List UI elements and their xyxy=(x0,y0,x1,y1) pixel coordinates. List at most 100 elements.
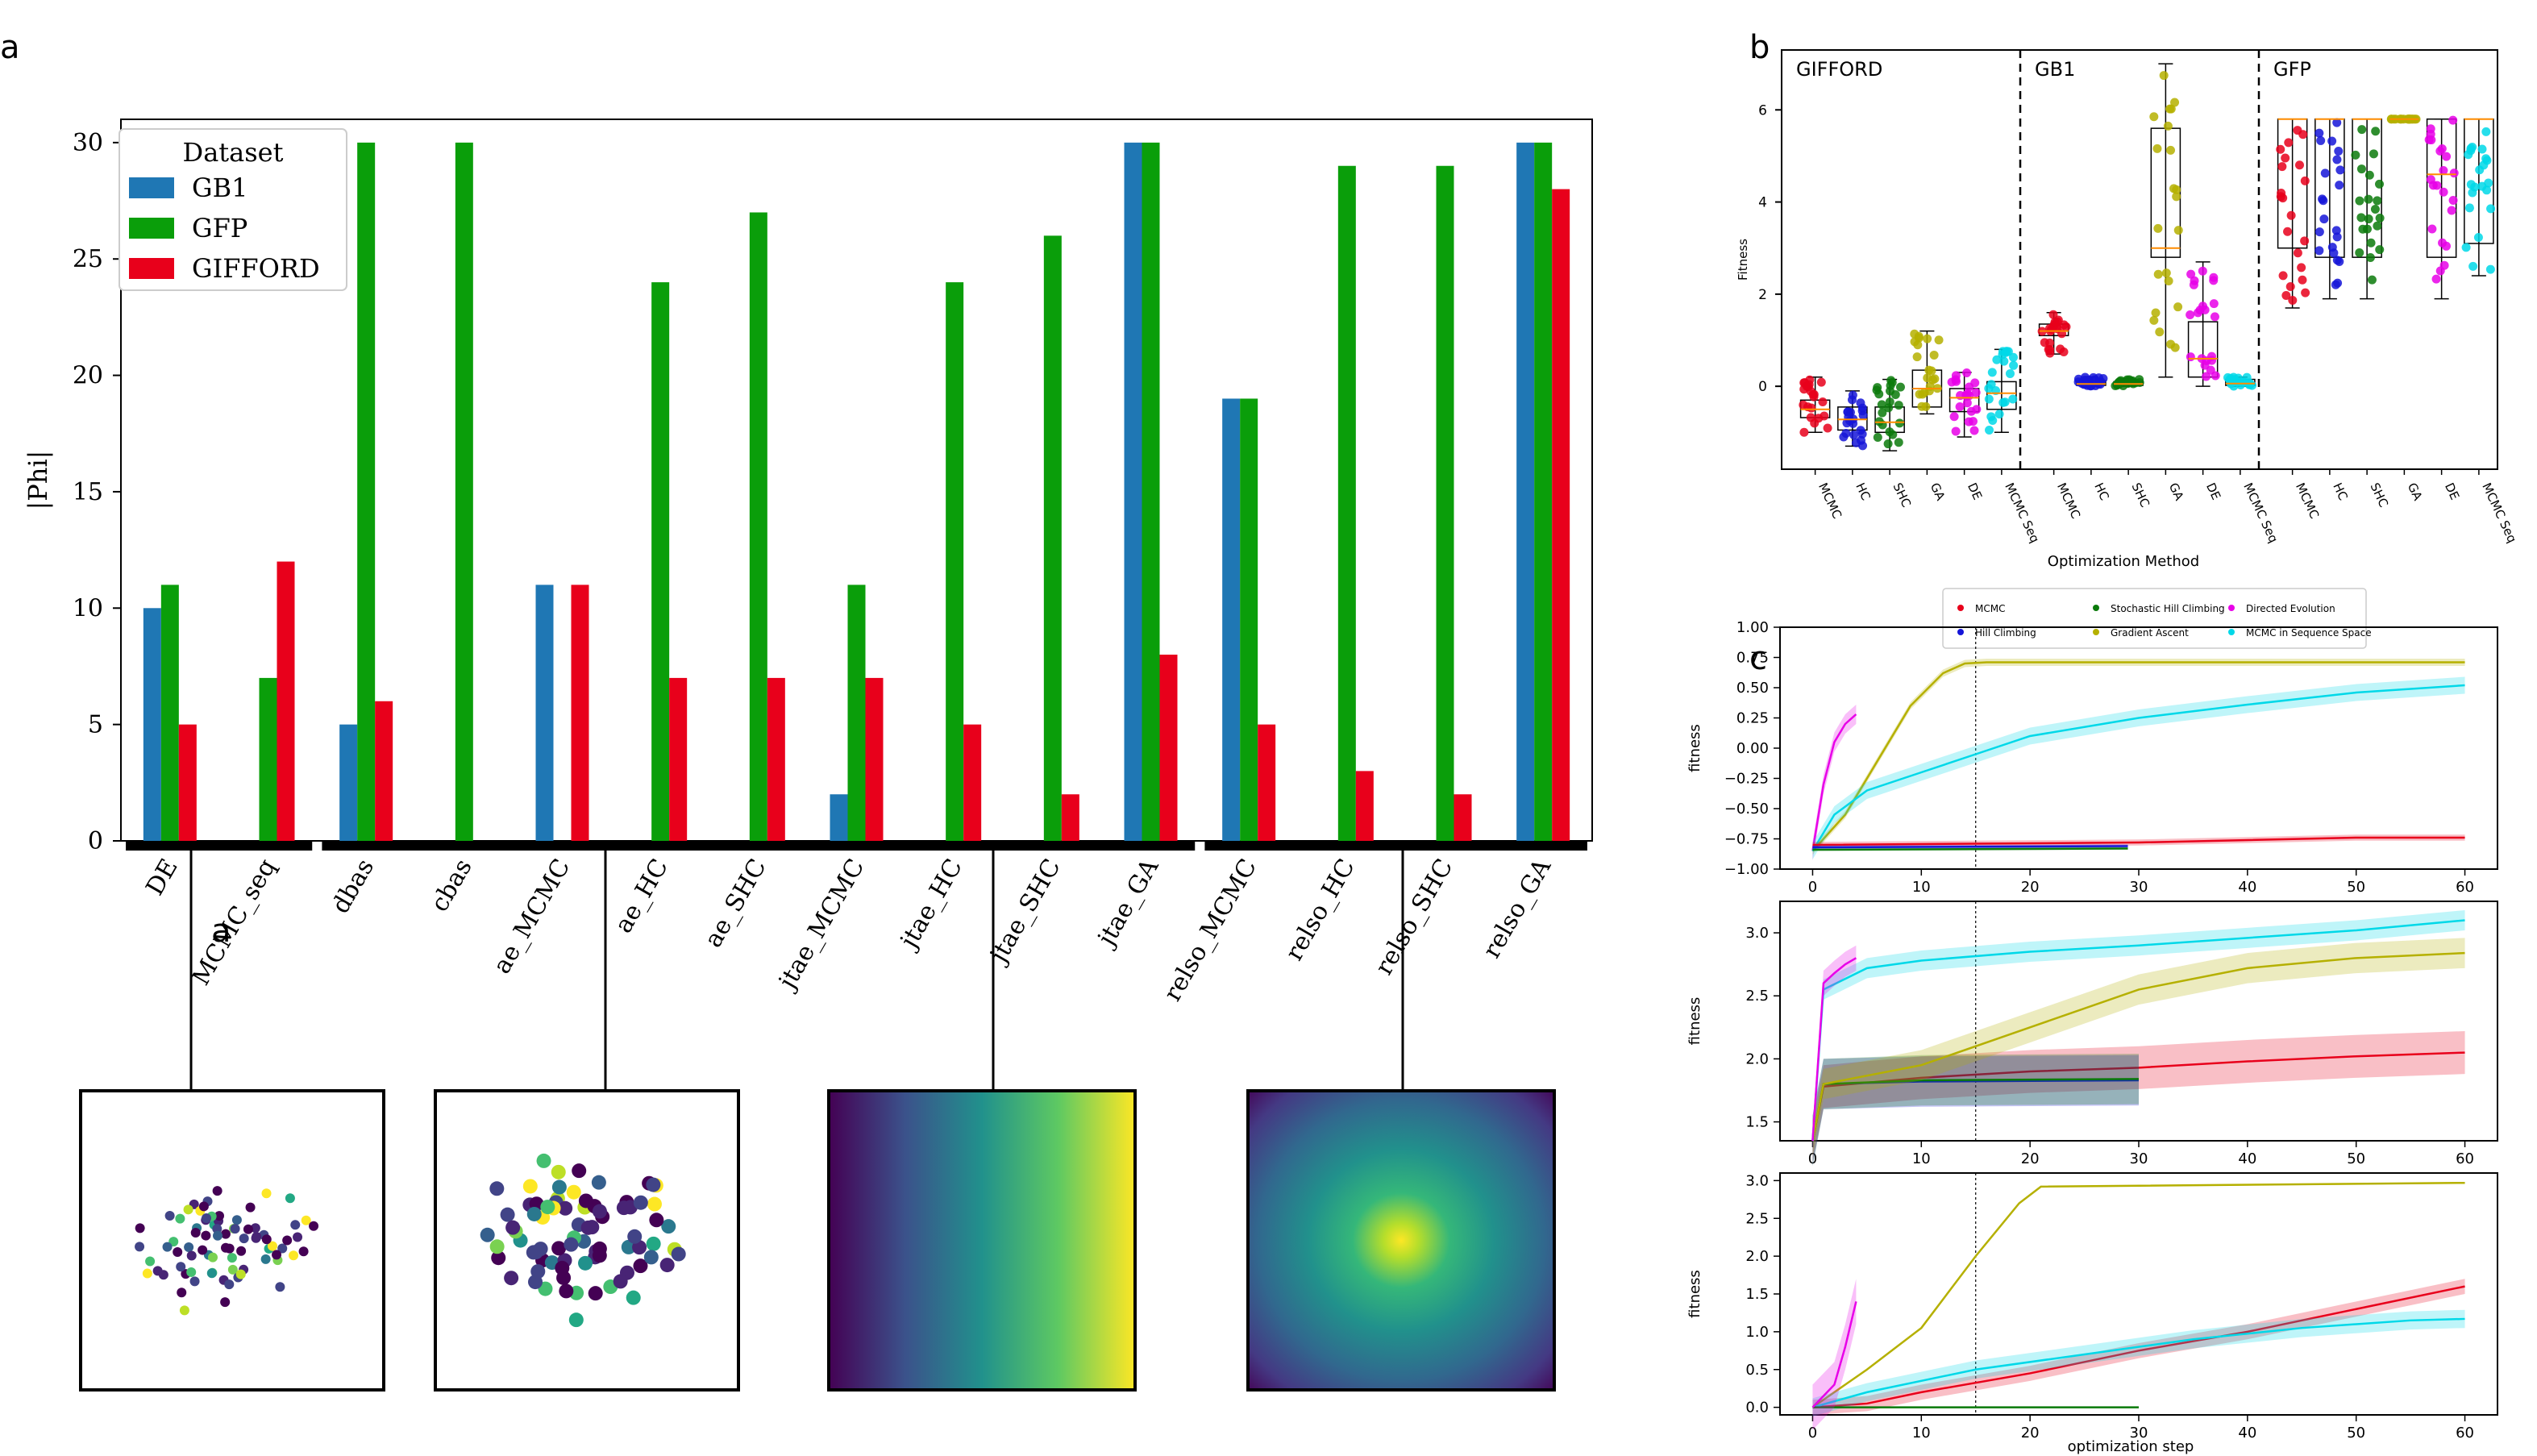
bar-gfp-relso_mcmc xyxy=(1240,398,1258,841)
y-tick-label: 0.50 xyxy=(1736,680,1769,697)
inset-scatter-point xyxy=(551,1241,567,1256)
box-point xyxy=(2486,204,2496,214)
box-point xyxy=(2209,276,2219,285)
bar-gfp-relso_ga xyxy=(1534,142,1553,841)
x-tick-label: GA xyxy=(2405,480,2426,503)
inset-scatter-point xyxy=(198,1201,209,1212)
panel-letter-a-inner: a xyxy=(211,913,231,950)
box-point xyxy=(2448,196,2458,206)
inset-scatter-point xyxy=(183,1204,193,1215)
x-tick-label: MCMC Seq xyxy=(2002,480,2042,545)
y-tick-label: 1.5 xyxy=(1745,1114,1769,1131)
box-iqr xyxy=(1837,406,1868,431)
box-point xyxy=(2294,160,2304,170)
box-point xyxy=(1810,418,1820,428)
inset-scatter-point xyxy=(239,1233,249,1244)
box-point xyxy=(2332,256,2342,265)
x-tick-label: MCMC Seq xyxy=(2240,480,2281,545)
bar-gfp-ae_shc xyxy=(749,212,767,841)
legend-label: Stochastic Hill Climbing xyxy=(2111,603,2225,614)
box-point xyxy=(2086,381,2096,391)
x-tick-label: 50 xyxy=(2347,1150,2365,1167)
box-point xyxy=(1877,400,1886,410)
box-point xyxy=(2424,135,2434,144)
x-tick-label: cbas xyxy=(426,855,478,917)
y-tick-label: 25 xyxy=(73,245,103,273)
box-point xyxy=(1998,397,2008,407)
box-point xyxy=(2318,194,2327,204)
y-tick-label: 3.0 xyxy=(1745,1172,1769,1189)
y-tick-label: −0.25 xyxy=(1724,771,1769,788)
box-point xyxy=(2435,266,2445,276)
bar-gifford-dbas xyxy=(375,701,393,841)
x-tick-label: SHC xyxy=(1890,480,1914,510)
inset-scatter-point xyxy=(621,1239,636,1254)
bar-gfp-cbas xyxy=(455,142,473,841)
facet-title-gfp: GFP xyxy=(2273,58,2311,81)
inset-scatter-point xyxy=(578,1255,593,1271)
x-tick-label: 10 xyxy=(1912,1150,1931,1167)
x-tick-label: 0 xyxy=(1808,1425,1817,1441)
box-point xyxy=(2335,165,2345,175)
line-gradient-ascent xyxy=(1811,1181,2465,1408)
box-point xyxy=(1986,380,1996,389)
x-tick-label: MCMC xyxy=(2293,480,2322,521)
inset-scatter-point xyxy=(566,1184,581,1200)
box-point xyxy=(2364,194,2373,204)
inset-scatter-point xyxy=(179,1305,189,1316)
line-gradient-ascent xyxy=(1811,661,2465,852)
bar-gifford-jtae_hc xyxy=(963,724,982,841)
box-point xyxy=(2008,352,2018,362)
x-tick-label: 20 xyxy=(2021,879,2040,896)
bar-gifford-de xyxy=(178,724,197,841)
x-tick-label: DE xyxy=(1965,480,1985,502)
line-gradient-ascent xyxy=(1811,951,2465,1142)
legend-label: Directed Evolution xyxy=(2246,603,2335,614)
box-point xyxy=(2300,236,2310,246)
box-point xyxy=(1823,423,1832,433)
box-point xyxy=(2431,274,2441,284)
legend-swatch-gfp xyxy=(129,218,174,239)
box-point xyxy=(1929,350,1939,360)
inset-scatter-point xyxy=(626,1290,641,1305)
legend-label: Hill Climbing xyxy=(1975,627,2036,639)
y-tick-label: 1.0 xyxy=(1745,1324,1769,1341)
inset-scatter-point xyxy=(267,1241,277,1251)
box-point xyxy=(2288,295,2298,305)
box-point xyxy=(2314,246,2324,256)
box-point xyxy=(1894,401,1903,410)
inset-scatter-point xyxy=(285,1193,295,1204)
box-point xyxy=(2356,213,2366,223)
inset-scatter-point xyxy=(261,1188,272,1199)
box-point xyxy=(2466,146,2476,156)
inset-scatter-point xyxy=(162,1242,173,1252)
box-point xyxy=(2153,269,2163,279)
inset-scatter-point xyxy=(633,1258,648,1274)
inset-scatter-point xyxy=(176,1262,186,1272)
box-point xyxy=(2293,248,2302,258)
box-point xyxy=(2198,266,2207,276)
band-directed-evolution xyxy=(1812,1279,1857,1430)
box-point xyxy=(2355,196,2364,206)
legend-label-gifford: GIFFORD xyxy=(192,253,320,284)
box-point xyxy=(2278,271,2288,281)
box-point xyxy=(2285,281,2295,291)
box-point xyxy=(1856,426,1865,435)
box-point xyxy=(2081,372,2090,382)
x-tick-label: jtae_HC xyxy=(894,855,968,955)
box-point xyxy=(1923,334,1932,343)
line-mcmc-in-sequence-space xyxy=(1812,1317,2465,1408)
inset-scatter-point xyxy=(220,1297,231,1308)
inset-scatter-point xyxy=(505,1220,521,1235)
box-point xyxy=(2375,179,2385,189)
line-mcmc-in-sequence-space xyxy=(1811,919,2465,1142)
line-hill-climbing xyxy=(1812,845,2128,849)
x-axis-label: optimization step xyxy=(2068,1438,2194,1455)
box-point xyxy=(2331,226,2341,235)
box-point xyxy=(2319,214,2329,224)
inset-scatter-point xyxy=(198,1245,208,1255)
inset-scatter-point xyxy=(275,1282,285,1292)
box-point xyxy=(2170,98,2180,107)
band-mcmc-in-sequence-space xyxy=(1812,676,2465,859)
inset-scatter-point xyxy=(220,1229,231,1239)
